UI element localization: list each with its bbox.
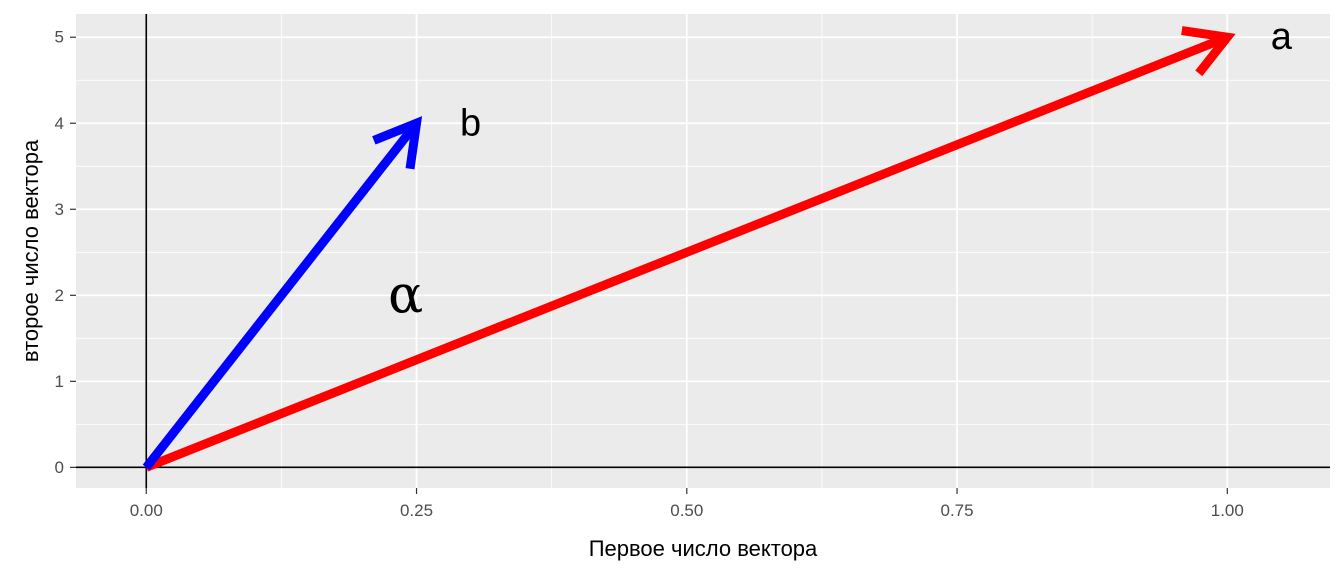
vector-b-arrowhead <box>372 116 423 170</box>
vector-b <box>142 116 423 471</box>
y-axis-title: второе число вектора <box>18 139 43 362</box>
x-tick-label: 0.00 <box>130 501 163 520</box>
vector-a <box>144 26 1236 472</box>
y-tick-label: 3 <box>55 200 64 219</box>
x-tick-label: 1.00 <box>1211 501 1244 520</box>
x-tick-label: 0.75 <box>940 501 973 520</box>
reference-lines <box>76 14 1330 488</box>
x-axis-title: Первое число вектора <box>589 536 818 561</box>
y-axis-ticks: 0 1 2 3 4 5 <box>55 28 76 477</box>
x-axis-ticks: 0.00 0.25 0.50 0.75 1.00 <box>130 488 1244 520</box>
x-tick-label: 0.25 <box>400 501 433 520</box>
x-tick-label: 0.50 <box>670 501 703 520</box>
y-tick-label: 1 <box>55 372 64 391</box>
vector-a-shaft <box>144 33 1229 472</box>
y-tick-label: 0 <box>55 458 64 477</box>
vector-a-arrowhead <box>1181 26 1236 77</box>
vector-b-shaft <box>142 120 421 471</box>
vectors <box>142 26 1236 472</box>
vector-label-a: a <box>1271 16 1293 58</box>
y-tick-label: 2 <box>55 286 64 305</box>
vector-label-b: b <box>460 102 481 144</box>
y-tick-label: 4 <box>55 114 64 133</box>
angle-label: α <box>388 265 423 325</box>
vector-labels: a b α <box>388 16 1293 325</box>
y-tick-label: 5 <box>55 28 64 47</box>
